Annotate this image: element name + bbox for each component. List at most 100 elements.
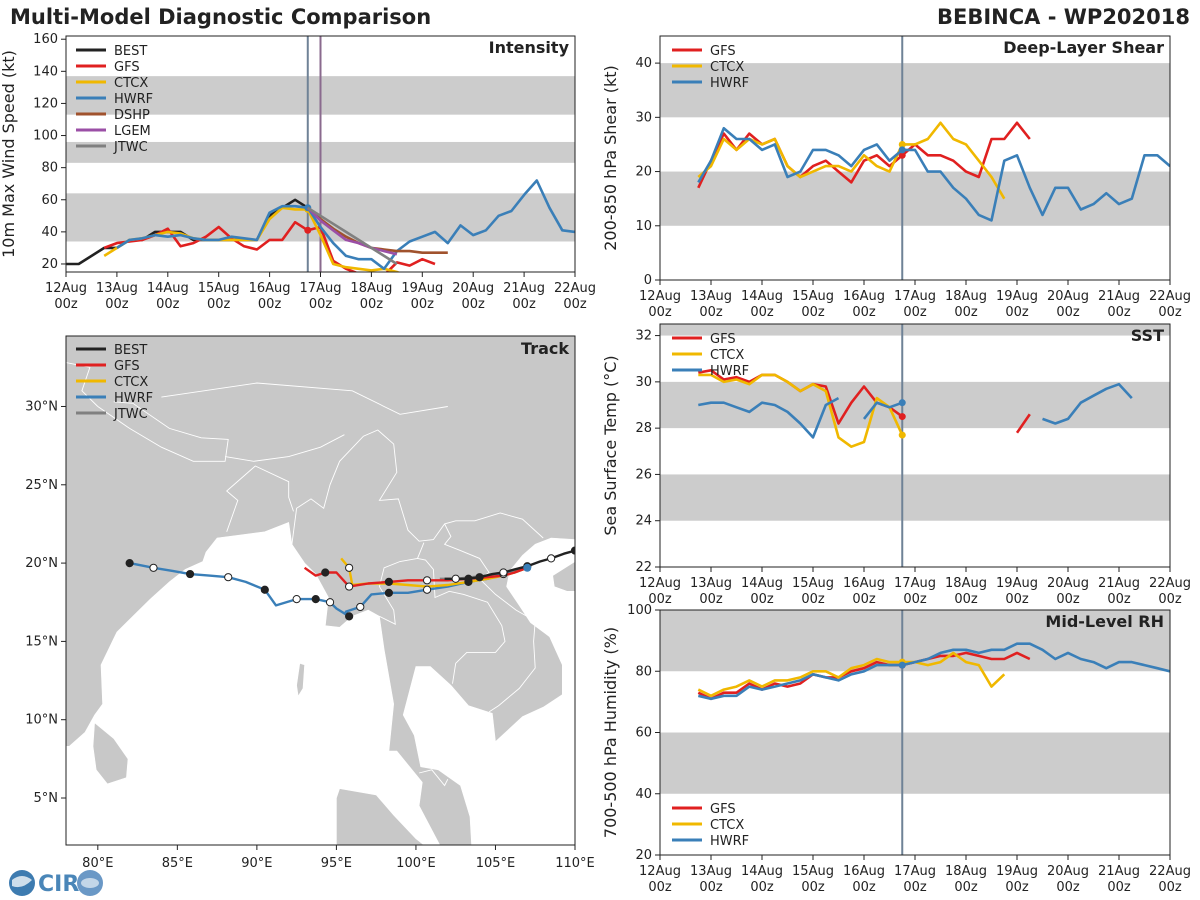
sst-xtick-day: 18Aug	[945, 576, 987, 591]
rh-ytick-label: 20	[635, 848, 652, 863]
sst-ylabel: Sea Surface Temp (°C)	[601, 355, 620, 535]
intensity-xtick-hour: 00z	[411, 297, 435, 312]
track-hwrf-position-dot	[185, 569, 195, 579]
sst-xtick-hour: 00z	[1107, 592, 1131, 607]
intensity-xtick-hour: 00z	[360, 297, 384, 312]
sst-ytick-label: 32	[635, 329, 652, 344]
rh-ytick-label: 40	[635, 787, 652, 802]
intensity-xtick-hour: 00z	[462, 297, 486, 312]
track-legend-label-jtwc: JTWC	[113, 407, 148, 422]
shear-xtick-day: 15Aug	[792, 289, 834, 304]
track-hwrf-position-dot	[325, 598, 335, 607]
shear-marker-gfs	[898, 151, 906, 159]
shear-ytick-label: 40	[635, 56, 652, 71]
shear-xtick-hour: 00z	[750, 305, 774, 320]
track-gfs-position-dot	[464, 574, 473, 583]
rh-xtick-day: 13Aug	[690, 864, 732, 879]
rh-xtick-hour: 00z	[801, 880, 825, 895]
intensity-xtick-day: 13Aug	[96, 281, 138, 296]
track-ytick-label: 25°N	[25, 478, 58, 493]
track-hwrf-position-dot	[149, 563, 158, 572]
track-legend-label-ctcx: CTCX	[114, 375, 148, 390]
intensity-xtick-day: 16Aug	[249, 281, 291, 296]
track-hwrf-position-dot	[224, 573, 233, 582]
track-ytick-label: 5°N	[34, 791, 59, 806]
intensity-legend-label-lgem: LGEM	[114, 124, 151, 139]
shear-xtick-hour: 00z	[1056, 305, 1080, 320]
sst-xtick-day: 17Aug	[894, 576, 936, 591]
intensity-xtick-hour: 00z	[156, 297, 180, 312]
rh-ytick-label: 60	[635, 726, 652, 741]
shear-legend-label-ctcx: CTCX	[710, 60, 744, 75]
rh-xtick-hour: 00z	[852, 880, 876, 895]
sst-legend-label-gfs: GFS	[710, 332, 736, 347]
shear-ytick-label: 20	[635, 165, 652, 180]
track-sri-lanka	[92, 722, 129, 785]
sst-series-hwrf	[1042, 382, 1133, 425]
shear-xtick-day: 12Aug	[639, 289, 681, 304]
intensity-xtick-day: 21Aug	[503, 281, 545, 296]
track-hwrf-position-dot	[345, 612, 354, 621]
rh-xtick-day: 19Aug	[996, 864, 1038, 879]
plot-area: 2040608010012014016012Aug00z13Aug00z14Au…	[0, 32, 1191, 895]
track-country-border	[291, 429, 544, 545]
intensity-xtick-hour: 00z	[309, 297, 333, 312]
rh-xtick-day: 17Aug	[894, 864, 936, 879]
track-best-position-dot	[547, 554, 556, 563]
shear-ylabel: 200-850 hPa Shear (kt)	[601, 65, 620, 251]
rh-xtick-hour: 00z	[1005, 880, 1029, 895]
sst-band	[660, 324, 1170, 336]
rh-band	[660, 732, 1170, 794]
intensity-xtick-day: 15Aug	[198, 281, 240, 296]
rh-xtick-day: 22Aug	[1149, 864, 1191, 879]
intensity-ytick-label: 160	[33, 32, 58, 47]
sst-xtick-day: 19Aug	[996, 576, 1038, 591]
cira-logo: CIRA	[9, 870, 103, 897]
track-country-border	[161, 382, 448, 415]
track-best-position-dot	[499, 568, 508, 577]
sst-marker-gfs	[898, 413, 906, 421]
track-best-position-dot	[451, 574, 460, 583]
shear-marker-hwrf	[898, 146, 906, 154]
intensity-ytick-label: 20	[41, 257, 58, 272]
sst-xtick-hour: 00z	[852, 592, 876, 607]
track-xtick-label: 80°E	[82, 856, 113, 871]
sst-xtick-hour: 00z	[1005, 592, 1029, 607]
rh-xtick-hour: 00z	[903, 880, 927, 895]
sst-series-hwrf	[698, 396, 840, 439]
shear-ytick-label: 30	[635, 110, 652, 125]
shear-xtick-hour: 00z	[648, 305, 672, 320]
track-legend-label-gfs: GFS	[114, 359, 140, 374]
rh-xtick-hour: 00z	[1056, 880, 1080, 895]
sst-ytick-label: 22	[635, 560, 652, 575]
sst-xtick-day: 13Aug	[690, 576, 732, 591]
intensity-ytick-label: 60	[41, 193, 58, 208]
intensity-title: Intensity	[489, 38, 570, 57]
track-gfs-position-dot	[384, 577, 393, 586]
shear-band	[660, 63, 1170, 118]
sst-ytick-label: 24	[635, 514, 652, 529]
sst-title: SST	[1131, 326, 1164, 345]
track-ytick-label: 20°N	[25, 556, 58, 571]
rh-marker-hwrf	[898, 661, 906, 669]
rh-ylabel: 700-500 hPa Humidity (%)	[601, 627, 620, 838]
sst-xtick-hour: 00z	[1158, 592, 1182, 607]
intensity-ylabel: 10m Max Wind Speed (kt)	[0, 50, 18, 258]
track-country-border	[443, 523, 536, 713]
rh-xtick-day: 14Aug	[741, 864, 783, 879]
rh-legend-label-ctcx: CTCX	[710, 818, 744, 833]
track-hwrf-position-dot	[311, 595, 320, 604]
shear-title: Deep-Layer Shear	[1003, 38, 1164, 57]
shear-series-hwrf	[697, 126, 1170, 222]
shear-xtick-hour: 00z	[699, 305, 723, 320]
shear-legend-label-hwrf: HWRF	[710, 76, 749, 91]
sst-xtick-day: 16Aug	[843, 576, 885, 591]
intensity-ytick-label: 120	[33, 96, 58, 111]
sst-xtick-day: 22Aug	[1149, 576, 1191, 591]
track-country-border	[225, 434, 345, 462]
sst-series-ctcx	[698, 373, 904, 449]
intensity-xtick-day: 12Aug	[45, 281, 87, 296]
